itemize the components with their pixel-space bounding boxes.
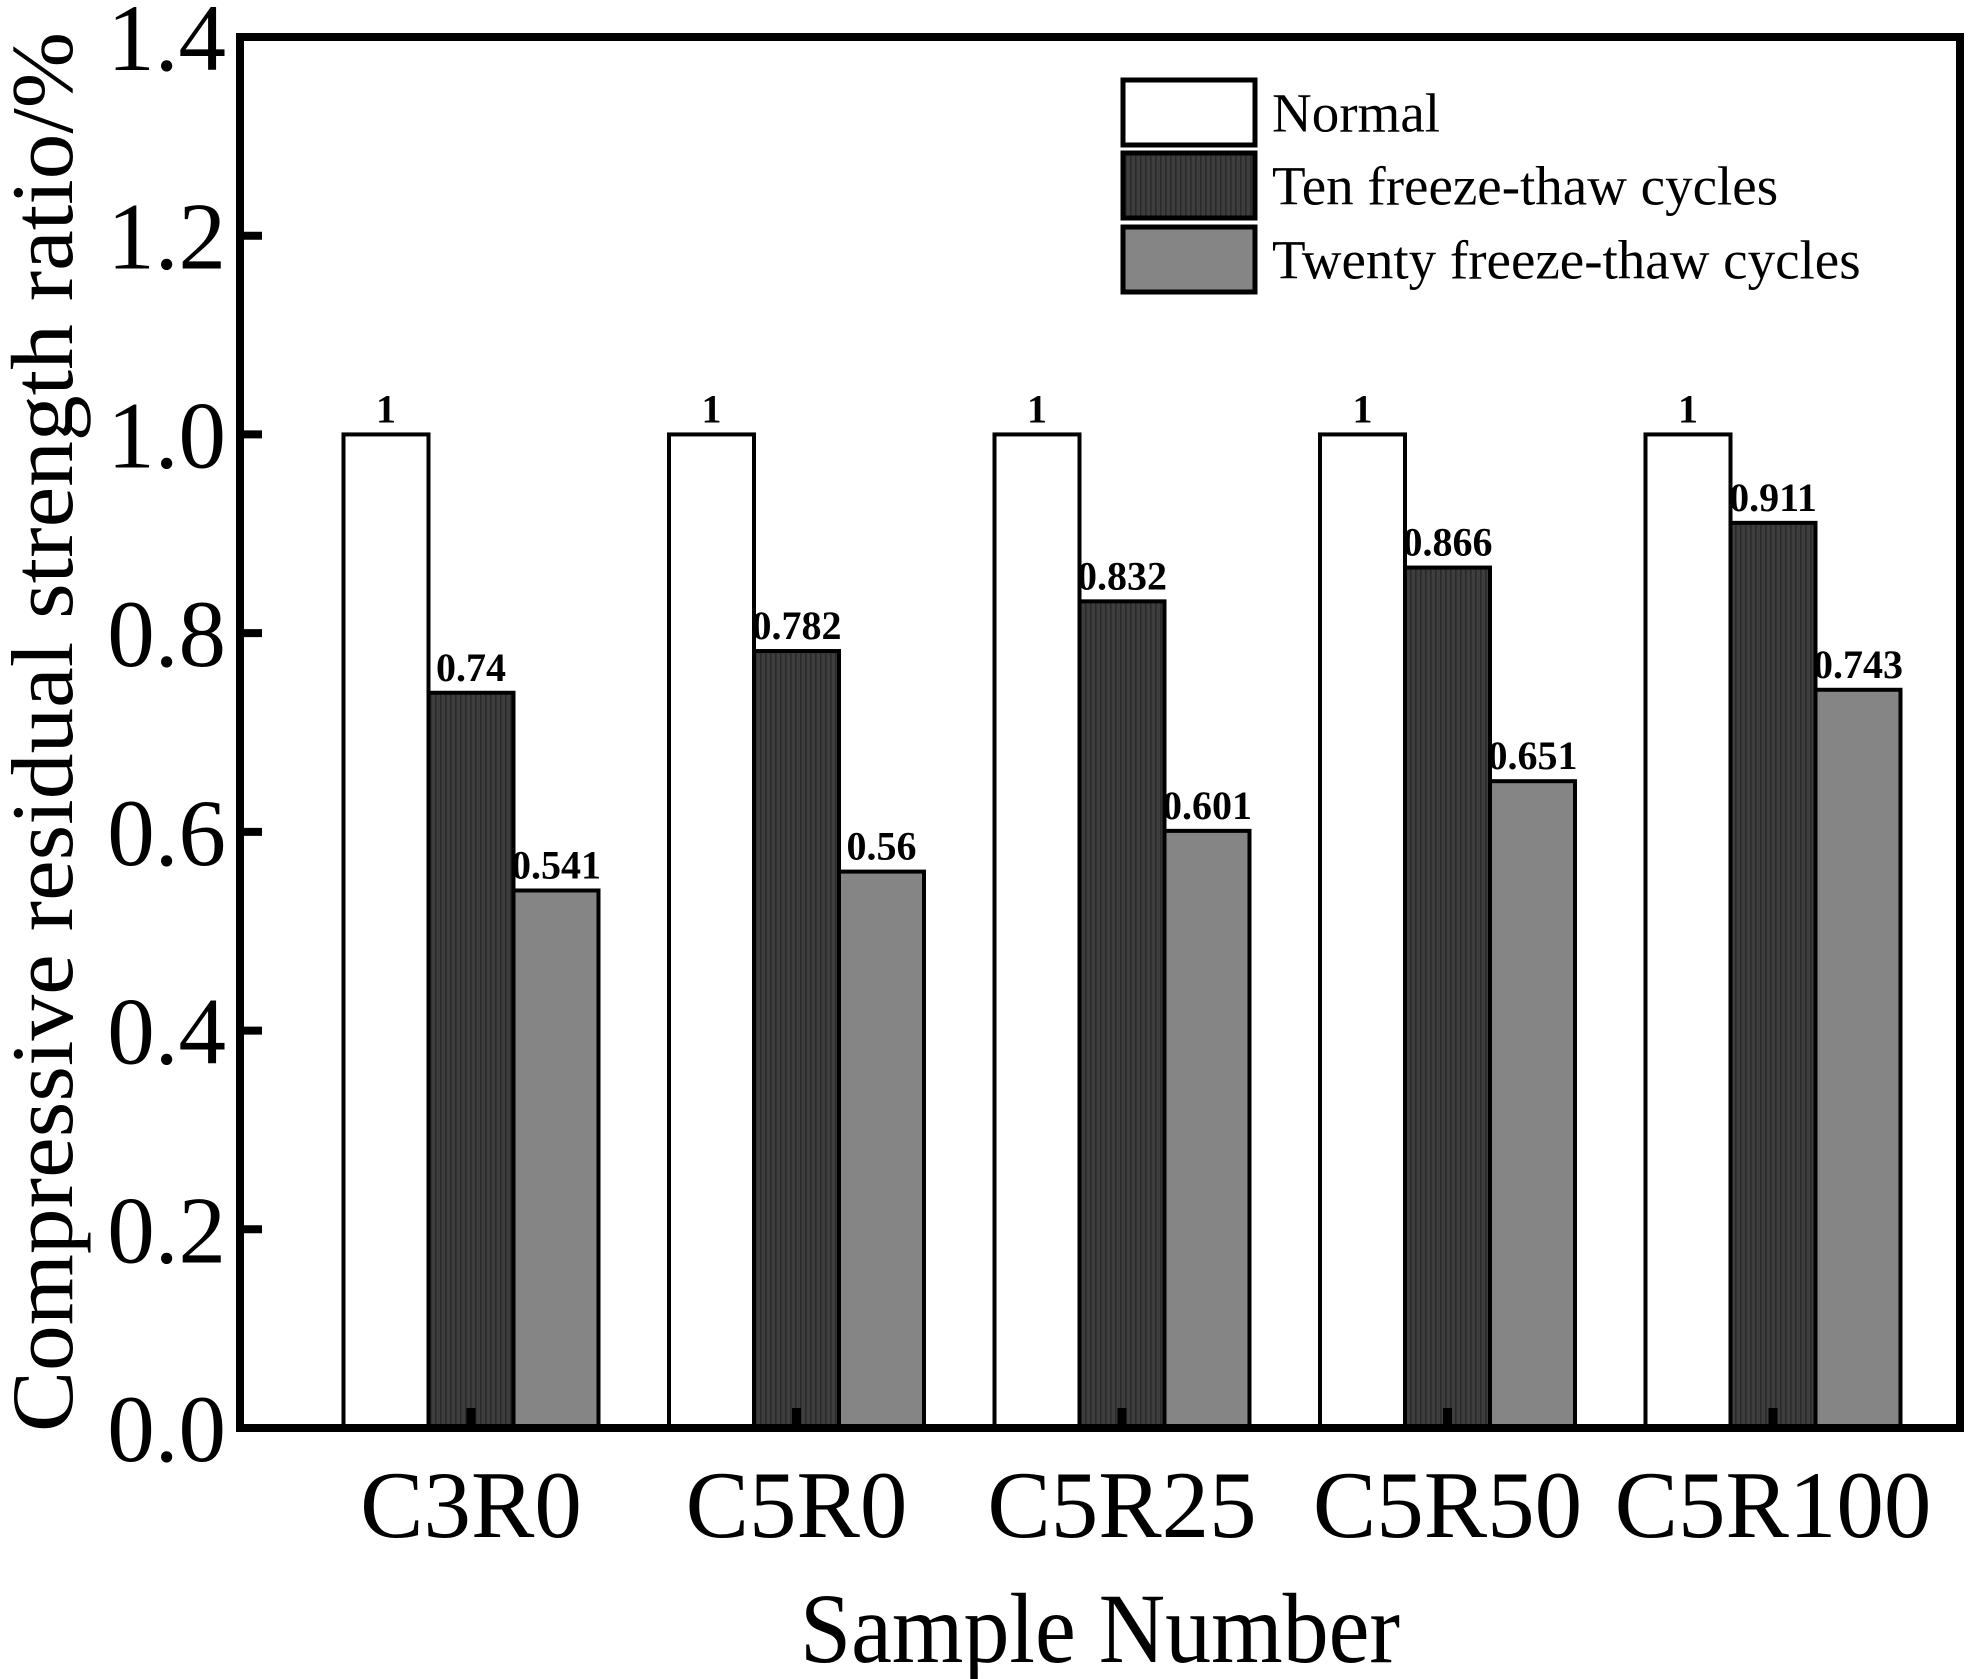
y-tick-label: 0.2 [107, 1177, 226, 1283]
bar-value-label: 1 [1027, 386, 1047, 431]
legend-label: Twenty freeze-thaw cycles [1272, 230, 1861, 291]
bar-ten-freeze-thaw-cycles-c5r100 [1728, 520, 1818, 1430]
x-tick-label: C5R0 [686, 1452, 908, 1558]
bar-ten-freeze-thaw-cycles-c5r0 [752, 649, 841, 1430]
bar-value-label: 0.541 [511, 842, 601, 887]
bar-normal-c5r0 [667, 432, 756, 1430]
legend-label: Normal [1272, 83, 1440, 144]
bar-normal-c5r100 [1643, 432, 1733, 1430]
bar-value-label: 0.832 [1077, 553, 1167, 598]
bar-twenty-freeze-thaw-cycles-c5r0 [837, 869, 926, 1430]
x-tick-label: C5R100 [1615, 1452, 1932, 1558]
bar-value-label: 0.56 [847, 824, 917, 869]
bar-value-label: 1 [1353, 386, 1373, 431]
bar-value-label: 0.74 [436, 645, 506, 690]
bar-value-label: 1 [376, 386, 396, 431]
bar-ten-freeze-thaw-cycles-c5r50 [1403, 565, 1492, 1430]
y-tick-label: 1.4 [107, 0, 226, 91]
bar-value-label: 1 [1678, 386, 1698, 431]
x-axis-title: Sample Number [800, 1573, 1400, 1679]
bar-twenty-freeze-thaw-cycles-c3r0 [511, 888, 601, 1430]
bar-value-label: 0.782 [752, 603, 842, 648]
bar-value-labels-layer: 1 1 1 1 1 0.74 0.782 0.832 0.866 0.911 0.541 0.56 0.… [376, 386, 1903, 887]
y-tick-label: 0.6 [107, 780, 226, 886]
bar-normal-c5r50 [1318, 432, 1407, 1430]
bar-twenty-freeze-thaw-cycles-c5r25 [1162, 828, 1252, 1430]
y-tick-label: 1.0 [107, 382, 226, 488]
legend-swatch-gray [1120, 224, 1258, 295]
bar-twenty-freeze-thaw-cycles-c5r50 [1488, 779, 1577, 1430]
bar-value-label: 0.601 [1162, 783, 1252, 828]
bar-normal-c5r25 [992, 432, 1082, 1430]
bar-twenty-freeze-thaw-cycles-c5r100 [1813, 687, 1903, 1430]
y-tick-label: 0.0 [107, 1376, 226, 1482]
bar-value-label: 0.651 [1488, 733, 1578, 778]
y-axis-title: Compressive residual strength ratio/% [0, 32, 92, 1432]
y-tick-label: 0.8 [107, 581, 226, 687]
y-tick-label: 0.4 [107, 979, 226, 1085]
legend-swatch-dark-hatch [1120, 150, 1258, 221]
legend: Normal Ten freeze-thaw cycles Twenty freez… [1120, 77, 1861, 295]
legend-swatch-white [1120, 77, 1258, 148]
plot-border [236, 33, 1964, 1432]
bar-value-label: 1 [702, 386, 722, 431]
tick-labels-layer: 0.0 0.2 0.4 0.6 0.8 1.0 1.2 1.4 C3R0 C5R0 C5R25 C5R… [107, 0, 1931, 1558]
y-tick-label: 1.2 [107, 184, 226, 290]
bar-value-label: 0.911 [1729, 475, 1817, 520]
bar-value-label: 0.866 [1403, 520, 1493, 565]
bar-value-label: 0.743 [1813, 642, 1903, 687]
legend-label: Ten freeze-thaw cycles [1272, 156, 1778, 217]
x-tick-label: C5R25 [987, 1452, 1256, 1558]
bar-ten-freeze-thaw-cycles-c3r0 [426, 690, 516, 1430]
x-tick-label: C5R50 [1313, 1452, 1582, 1558]
x-tick-label: C3R0 [360, 1452, 582, 1558]
bars-layer [341, 432, 1903, 1430]
bar-ten-freeze-thaw-cycles-c5r25 [1077, 599, 1167, 1430]
bar-normal-c3r0 [341, 432, 431, 1430]
